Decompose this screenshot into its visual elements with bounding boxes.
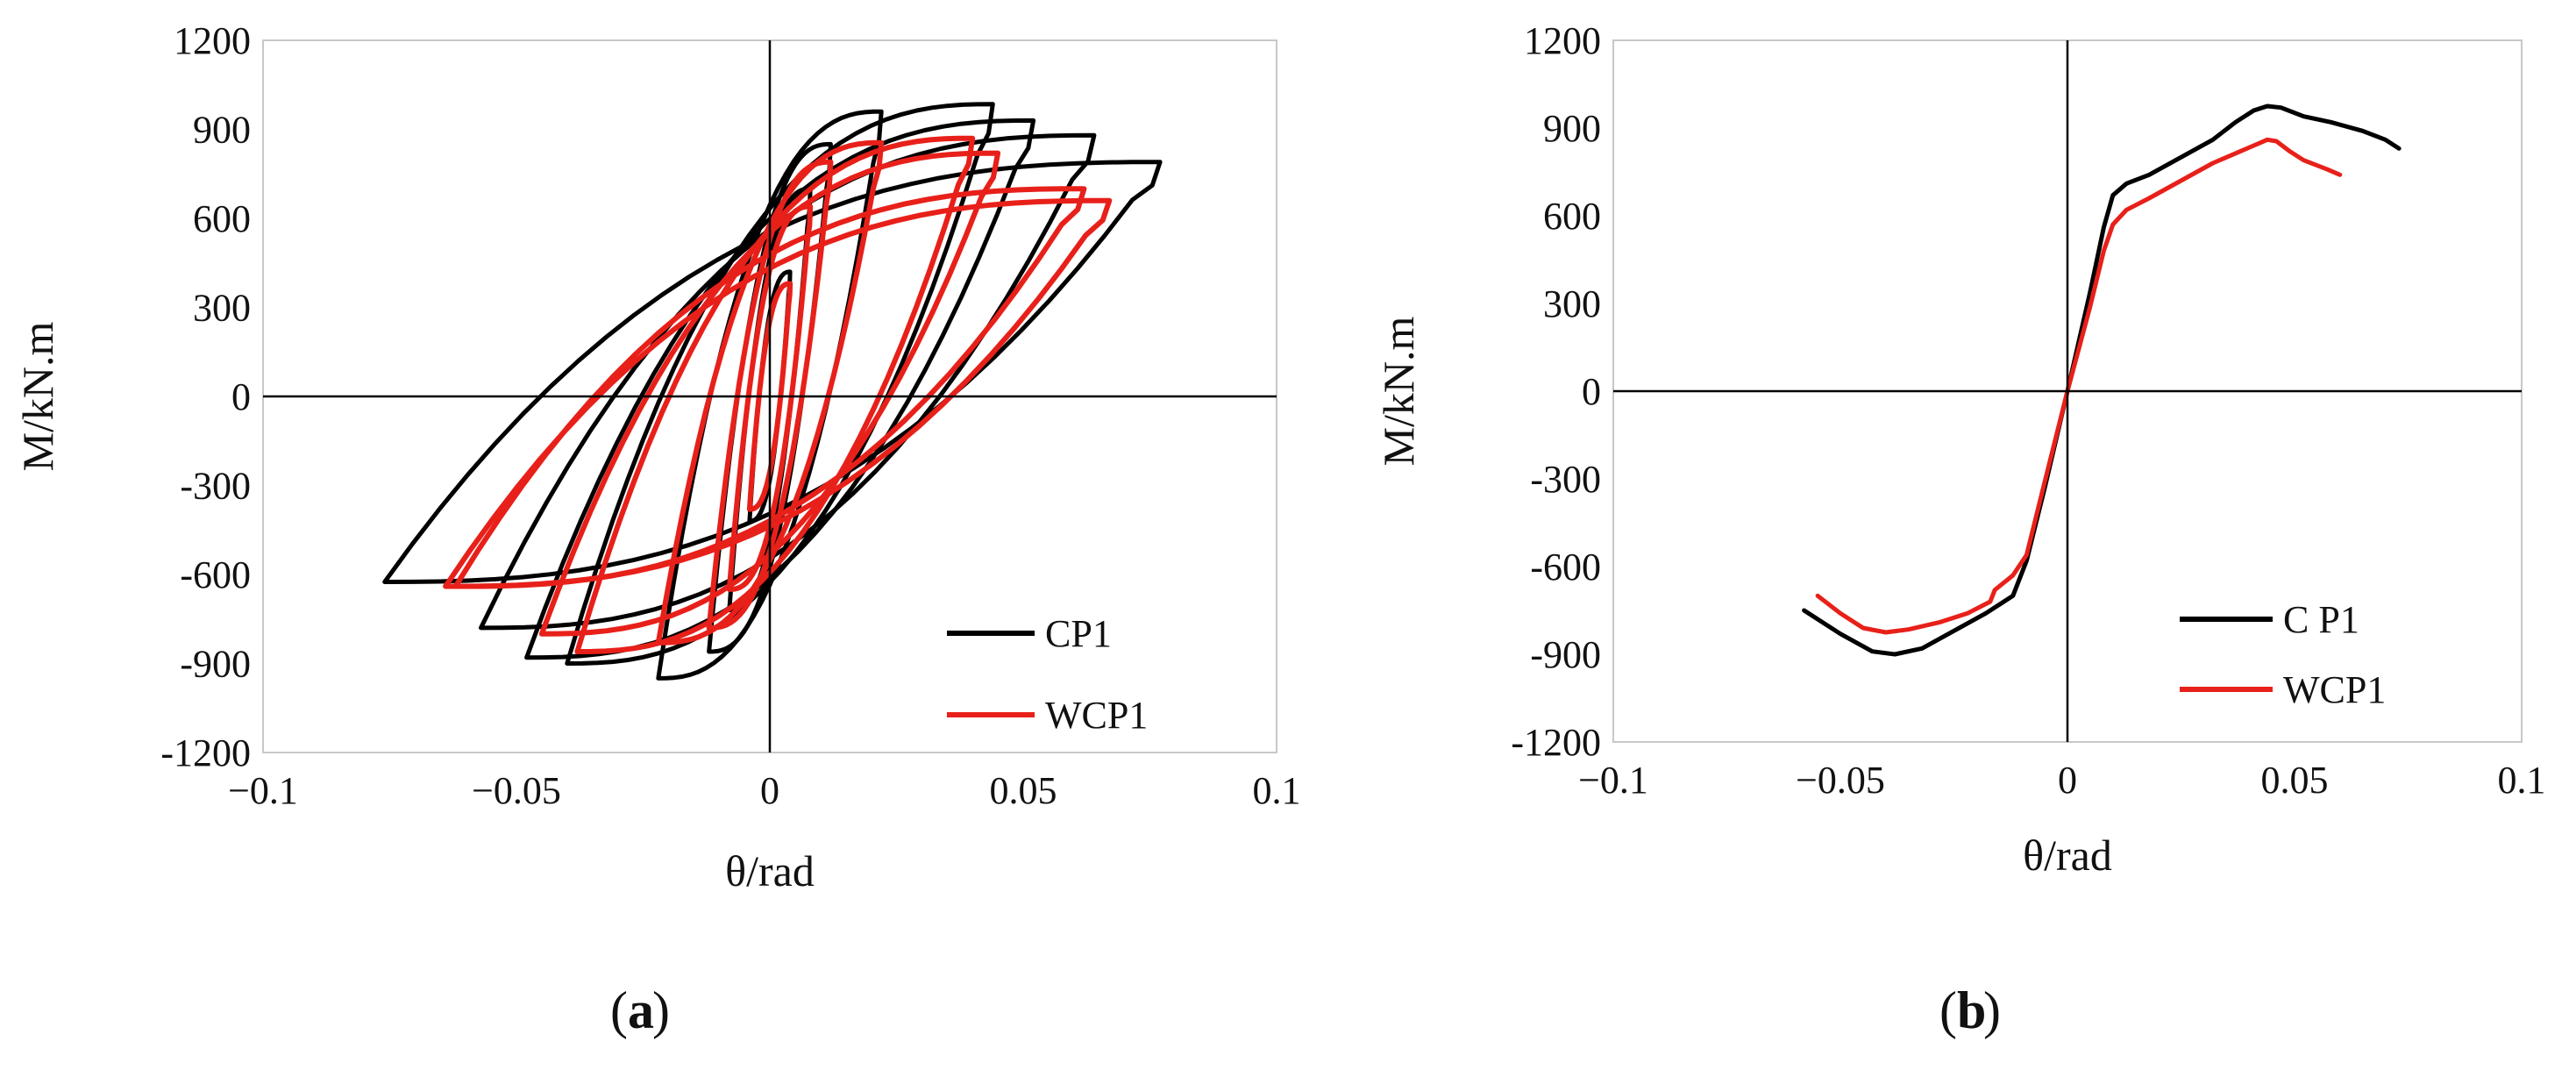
chart-a-legend: CP1 WCP1	[947, 612, 1148, 737]
chart-a-axes	[263, 40, 1277, 753]
chart-a-legend-label-wcp1: WCP1	[1045, 694, 1148, 737]
chart-b-axes	[1613, 40, 2522, 742]
chart-b-y-tick-label: -300	[1530, 458, 1601, 501]
chart-a-series-cp1-loop	[656, 109, 884, 681]
chart-b-legend: C P1 WCP1	[2180, 598, 2386, 711]
chart-b-x-tick-label: −0.1	[1578, 759, 1648, 802]
chart-a-y-tick-label: -300	[180, 465, 251, 508]
chart-a-x-axis-label: θ/rad	[725, 846, 815, 895]
chart-a-series-layer	[382, 102, 1163, 681]
chart-a-y-axis-label: M/kN.m	[13, 321, 62, 471]
chart-a-x-tick-label: 0	[760, 769, 779, 812]
chart-b-x-tick-label: −0.05	[1796, 759, 1885, 802]
chart-b-x-axis-label: θ/rad	[2023, 831, 2112, 880]
subfigure-caption-a: ( a )	[610, 981, 670, 1039]
chart-a-x-tick-label: 0.1	[1253, 769, 1301, 812]
chart-a-series-wcp1-loop	[443, 197, 1113, 589]
subfigure-a-letter: a	[628, 981, 654, 1039]
chart-b-y-tick-label: 600	[1543, 195, 1601, 238]
chart-a-x-tick-label: −0.05	[472, 769, 561, 812]
chart-a-series-cp1-loop	[382, 160, 1163, 584]
chart-a-series-cp1-loop	[479, 132, 1097, 631]
subfigure-b-letter: b	[1957, 981, 1986, 1039]
chart-a-y-tick-label: 900	[193, 109, 251, 152]
chart-b-x-tick-label: 0.1	[2498, 759, 2546, 802]
chart-a-y-tick-label: -600	[180, 553, 251, 596]
chart-b-series-cp1-line	[1802, 103, 2402, 657]
chart-a-series-wcp1-loop	[655, 139, 885, 646]
chart-b-legend-label-cp1: C P1	[2283, 598, 2359, 641]
subfigure-b-open-paren: (	[1939, 981, 1957, 1039]
subfigure-a-open-paren: (	[610, 981, 628, 1039]
chart-b-legend-label-wcp1: WCP1	[2283, 668, 2386, 711]
subfigure-caption-b: ( b )	[1939, 981, 2001, 1039]
chart-a-x-tick-label: −0.1	[228, 769, 298, 812]
chart-b-y-tick-label: 0	[1582, 370, 1601, 413]
chart-a-y-tick-label: 1200	[174, 19, 251, 62]
chart-b-y-axis-label: M/kN.m	[1374, 316, 1423, 466]
chart-b-tick-labels: 1200 900 600 300 0 -300 -600 -900 -1200−0.1 −0.05…	[1511, 19, 2545, 802]
chart-a-y-tick-label: 0	[231, 375, 251, 418]
chart-a: 1200 900 600 300 0 -300 -600 -900 -1200−0.1 −0.05…	[13, 19, 1301, 895]
chart-a-legend-label-cp1: CP1	[1045, 612, 1112, 655]
chart-a-series-wcp1-loop	[746, 281, 793, 512]
chart-b-y-tick-label: 900	[1543, 107, 1601, 150]
chart-b-series-wcp1-line	[1815, 137, 2343, 635]
chart-a-y-tick-label: 300	[193, 287, 251, 330]
chart-a-y-tick-label: 600	[193, 197, 251, 240]
chart-b-y-tick-label: 1200	[1524, 19, 1601, 62]
chart-b: 1200 900 600 300 0 -300 -600 -900 -1200−0.1 −0.05…	[1374, 19, 2546, 880]
chart-a-tick-labels: 1200 900 600 300 0 -300 -600 -900 -1200−0.1 −0.05…	[160, 19, 1300, 812]
chart-a-series-wcp1-loop	[538, 150, 1001, 637]
chart-a-y-tick-label: -900	[180, 643, 251, 686]
chart-b-y-tick-label: -900	[1530, 633, 1601, 676]
chart-b-y-tick-label: 300	[1543, 282, 1601, 325]
chart-b-y-tick-label: -1200	[1511, 721, 1601, 764]
chart-a-x-tick-label: 0.05	[990, 769, 1057, 812]
subfigure-a-close-paren: )	[652, 981, 670, 1039]
chart-b-x-tick-label: 0.05	[2261, 759, 2329, 802]
chart-a-y-tick-label: -1200	[160, 731, 251, 774]
chart-b-x-tick-label: 0	[2058, 759, 2077, 802]
chart-b-y-tick-label: -600	[1530, 546, 1601, 588]
chart-b-series-layer	[1802, 103, 2402, 657]
subfigure-b-close-paren: )	[1983, 981, 2001, 1039]
